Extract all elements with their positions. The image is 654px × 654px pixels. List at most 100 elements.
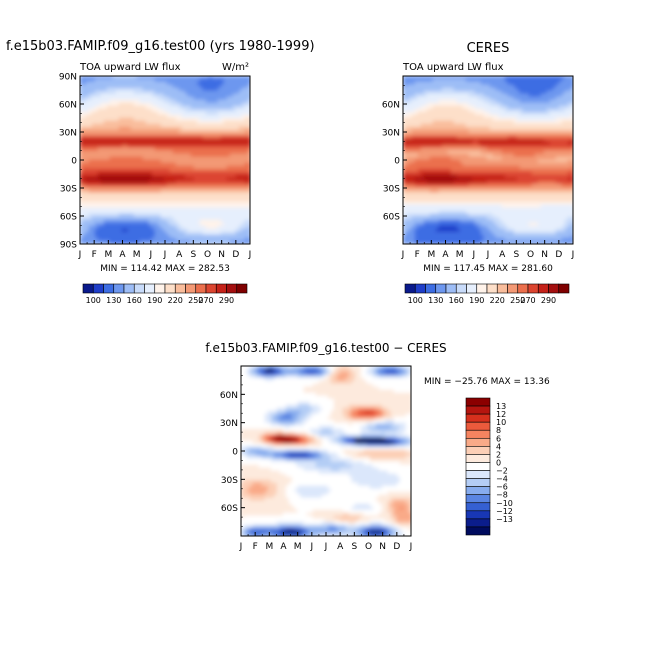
x-tick-label: J: [163, 250, 167, 260]
y-tick-label: 0: [394, 157, 400, 167]
y-tick-label: 30S: [383, 185, 400, 195]
colorbar-label: 8: [496, 426, 501, 435]
x-tick-label: F: [253, 542, 258, 552]
colorbar-swatch: [465, 421, 491, 431]
colorbar-label: 100: [408, 296, 423, 305]
panel-difference-stats: MIN = −25.76 MAX = 13.36: [424, 377, 550, 387]
colorbar-swatch: [92, 283, 104, 294]
x-tick-label: J: [401, 250, 405, 260]
colorbar-swatch: [465, 397, 491, 407]
colorbar-swatch: [465, 405, 491, 415]
x-tick-label: J: [409, 542, 413, 552]
colorbar-swatch: [154, 283, 166, 294]
colorbar-label: 270: [198, 296, 213, 305]
colorbar-swatch: [465, 510, 491, 520]
colorbar-swatch: [465, 437, 491, 447]
panel-difference-y-ticks: 60N 30N 0 30S 60S: [220, 375, 245, 527]
colorbar-label: 270: [520, 296, 535, 305]
colorbar-swatch: [465, 413, 491, 423]
colorbar-swatch: [466, 283, 478, 294]
colorbar-label: 250: [188, 296, 203, 305]
colorbar-label: 130: [106, 296, 121, 305]
colorbar-label: 100: [86, 296, 101, 305]
x-tick-label: S: [513, 250, 519, 260]
colorbar-swatch: [558, 283, 570, 294]
y-tick-label: 60N: [382, 101, 400, 111]
colorbar-swatch: [476, 283, 488, 294]
colorbar-swatch: [527, 283, 539, 294]
y-tick-label: 30S: [60, 185, 77, 195]
colorbar-swatch: [236, 283, 248, 294]
panel-model-title: f.e15b03.FAMIP.f09_g16.test00 (yrs 1980-…: [6, 39, 315, 54]
x-tick-label: N: [379, 542, 386, 552]
panel-ceres-title: CERES: [467, 41, 510, 56]
x-tick-label: M: [427, 250, 435, 260]
colorbar-swatch: [465, 494, 491, 504]
colorbar-swatch: [226, 283, 238, 294]
panel-difference: f.e15b03.FAMIP.f09_g16.test00 − CERES 60…: [205, 341, 550, 552]
colorbar-label: 130: [428, 296, 443, 305]
x-tick-label: A: [337, 542, 344, 552]
colorbar-swatch: [507, 283, 519, 294]
y-tick-label: 0: [71, 157, 77, 167]
colorbar-swatch: [123, 283, 135, 294]
x-tick-label: D: [232, 250, 239, 260]
colorbar-swatch: [174, 283, 186, 294]
x-tick-label: J: [149, 250, 153, 260]
x-tick-label: M: [456, 250, 464, 260]
colorbar-label: 160: [127, 296, 142, 305]
colorbar-swatch: [435, 283, 447, 294]
colorbar-swatch: [465, 470, 491, 479]
y-tick-label: 30S: [221, 476, 238, 486]
colorbar-label: 290: [541, 296, 556, 305]
panel-ceres-y-ticks: 60N 30N 0 30S 60S: [382, 85, 407, 235]
panel-model: f.e15b03.FAMIP.f09_g16.test00 (yrs 1980-…: [6, 39, 315, 305]
panel-model-plot: [80, 76, 250, 244]
x-tick-label: M: [294, 542, 302, 552]
x-tick-label: J: [239, 542, 243, 552]
x-tick-label: D: [555, 250, 562, 260]
colorbar-swatch: [465, 454, 491, 463]
colorbar-swatch: [144, 283, 156, 294]
colorbar-swatch: [164, 283, 176, 294]
x-tick-label: S: [351, 542, 357, 552]
colorbar-label: 13: [496, 402, 506, 411]
x-tick-label: O: [365, 542, 372, 552]
x-tick-label: J: [248, 250, 252, 260]
x-tick-label: N: [218, 250, 225, 260]
colorbar-label: 160: [449, 296, 464, 305]
colorbar-label: 12: [496, 410, 506, 419]
panel-difference-plot: [241, 366, 411, 536]
panel-model-y-ticks: 90N 60N 30N 0 30S 60S 90S: [59, 73, 84, 251]
colorbar-swatch: [133, 283, 145, 294]
x-tick-label: M: [265, 542, 273, 552]
colorbar-swatch: [185, 283, 197, 294]
colorbar-swatch: [195, 283, 207, 294]
colorbar-swatch: [465, 502, 491, 512]
x-tick-label: J: [472, 250, 476, 260]
x-tick-label: D: [393, 542, 400, 552]
colorbar-swatch: [205, 283, 217, 294]
colorbar-swatch: [465, 446, 491, 455]
colorbar-swatch: [496, 283, 508, 294]
x-tick-label: A: [442, 250, 449, 260]
y-tick-label: 60S: [383, 213, 400, 223]
colorbar-swatch: [465, 526, 491, 536]
colorbar-label: 290: [219, 296, 234, 305]
x-tick-label: A: [280, 542, 287, 552]
y-tick-label: 60S: [60, 213, 77, 223]
colorbar-swatch: [455, 283, 467, 294]
y-tick-label: 90N: [59, 73, 77, 83]
colorbar-swatch: [113, 283, 125, 294]
colorbar-label: −10: [496, 499, 513, 508]
colorbar-label: 220: [168, 296, 183, 305]
colorbar-swatch: [103, 283, 115, 294]
panel-model-subtitle: TOA upward LW flux: [79, 62, 181, 73]
colorbar-label: 10: [496, 418, 506, 427]
colorbar-label: 4: [496, 442, 501, 451]
